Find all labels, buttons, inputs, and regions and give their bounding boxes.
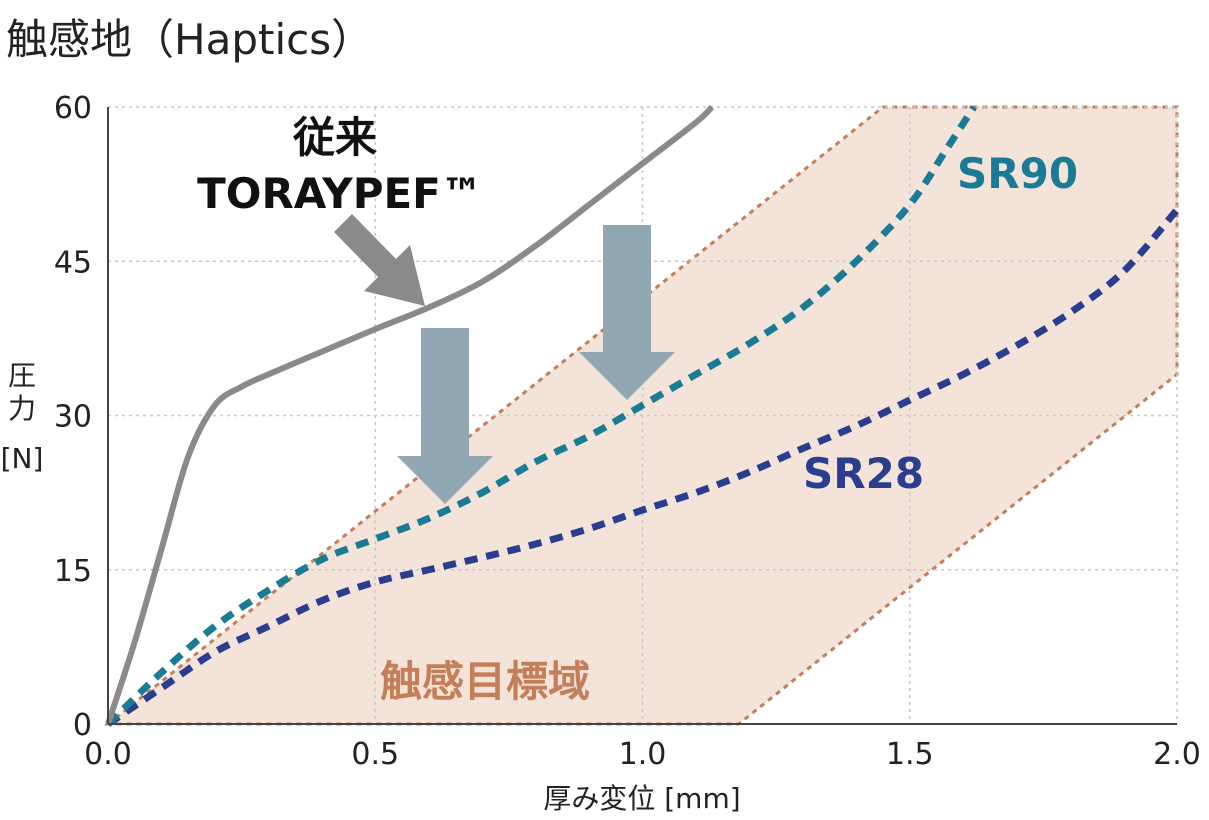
label-sr28: SR28 <box>803 449 924 498</box>
series-line-sr90 <box>105 105 977 727</box>
y-axis-label-2: 力 <box>8 392 36 425</box>
down-arrow-right <box>579 225 675 400</box>
pointer-arrow-conventional <box>334 214 425 306</box>
x-tick-label: 0.5 <box>351 737 399 772</box>
x-axis-label: 厚み変位 [mm] <box>543 782 740 815</box>
down-arrow-left <box>397 328 493 504</box>
y-tick-label: 60 <box>54 91 92 126</box>
arrow-layer <box>334 214 675 504</box>
series-line-conventional <box>105 104 715 725</box>
y-tick-label: 30 <box>54 400 92 435</box>
x-tick-label: 1.5 <box>886 737 934 772</box>
annotation-conventional-line2: TORAYPEF™ <box>197 169 483 218</box>
x-tick-label: 1.0 <box>619 737 667 772</box>
y-tick-label: 0 <box>73 708 92 743</box>
axes: 0.0 0.5 1.0 1.5 2.0 0 15 30 45 60 <box>54 91 1201 772</box>
x-tick-label: 0.0 <box>84 737 132 772</box>
y-tick-label: 45 <box>54 245 92 280</box>
series-layer <box>105 104 1180 727</box>
y-tick-label: 15 <box>54 554 92 589</box>
x-tick-label: 2.0 <box>1153 737 1201 772</box>
grid <box>108 106 1178 724</box>
y-axis-label-3: [N] <box>1 442 44 475</box>
y-axis-label-1: 圧 <box>8 359 36 392</box>
label-sr90: SR90 <box>957 149 1078 198</box>
annotation-conventional-line1: 従来 <box>292 113 377 162</box>
label-target-region: 触感目標域 <box>380 657 590 706</box>
chart-title: 触感地（Haptics） <box>6 15 374 64</box>
series-line-sr28 <box>106 207 1180 727</box>
